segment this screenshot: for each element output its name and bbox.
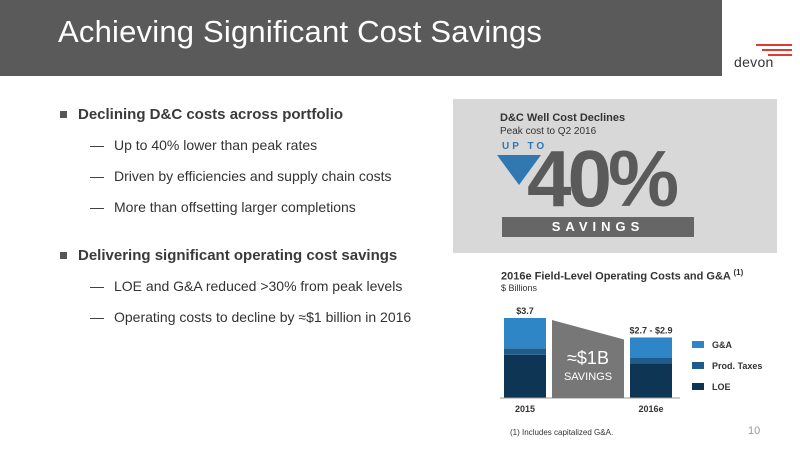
sub-bullet: — More than offsetting larger completion… (60, 199, 450, 215)
sub-bullet: — Operating costs to decline by ≈$1 bill… (60, 309, 450, 325)
dash-icon: — (90, 199, 104, 215)
operating-cost-chart: $3.7 2015 $2.7 - $2.9 2016e ≈$1B SAVINGS G&A Pr… (500, 306, 762, 414)
bullet-square-icon (60, 252, 67, 259)
bullet-text: Declining D&C costs across portfolio (78, 106, 344, 123)
savings-percent: 40% (527, 134, 679, 223)
savings-label: SAVINGS (502, 217, 694, 237)
sub-bullet-text: More than offsetting larger completions (114, 199, 356, 215)
legend-swatch (692, 362, 704, 369)
callout-title: D&C Well Cost Declines (500, 112, 626, 124)
title-bar: Achieving Significant Cost Savings (0, 0, 722, 76)
up-to-label: UP TO (502, 141, 548, 152)
callout-subtitle: Peak cost to Q2 2016 (500, 126, 597, 137)
slide-title: Achieving Significant Cost Savings (58, 14, 543, 49)
footnote-ref: (1) (733, 268, 744, 277)
down-triangle-icon (497, 155, 541, 185)
savings-wedge (552, 320, 624, 398)
legend-label: LOE (712, 382, 731, 392)
dash-icon: — (90, 309, 104, 325)
sub-bullet-text: Up to 40% lower than peak rates (114, 137, 318, 153)
savings-annotation-label: SAVINGS (564, 371, 612, 383)
bar-total-label: $2.7 - $2.9 (629, 325, 672, 335)
bullet-list: Declining D&C costs across portfolio — U… (60, 106, 450, 325)
bar-segment-g-a (630, 337, 672, 358)
logo-text: devon (734, 54, 774, 70)
bar-segment-prod-taxes (630, 358, 672, 364)
legend-label: Prod. Taxes (712, 361, 762, 371)
bullet-square-icon (60, 111, 67, 118)
sub-bullet: — Up to 40% lower than peak rates (60, 137, 450, 153)
devon-logo: devon (728, 44, 796, 70)
category-label: 2016e (638, 404, 663, 414)
bullet-main-1: Declining D&C costs across portfolio (60, 106, 450, 123)
page-number: 10 (748, 425, 761, 437)
footnote: (1) Includes capitalized G&A. (510, 428, 614, 437)
chart-title-text: 2016e Field-Level Operating Costs and G&… (501, 270, 731, 283)
bar-total-label: $3.7 (516, 306, 534, 316)
sub-bullet-text: LOE and G&A reduced >30% from peak level… (114, 278, 403, 294)
chart-subtitle: $ Billions (501, 283, 538, 293)
sub-bullet: — Driven by efficiencies and supply chai… (60, 168, 450, 184)
callout-panel: D&C Well Cost Declines Peak cost to Q2 2… (453, 99, 777, 253)
bar-segment-prod-taxes (504, 348, 546, 355)
sub-bullet-text: Operating costs to decline by ≈$1 billio… (114, 309, 412, 325)
bar-segment-loe (630, 363, 672, 398)
chart-title: 2016e Field-Level Operating Costs and G&… (501, 268, 743, 283)
legend-swatch (692, 383, 704, 390)
dash-icon: — (90, 137, 104, 153)
legend-swatch (692, 341, 704, 348)
bar-segment-loe (504, 354, 546, 398)
bar-segment-g-a (504, 318, 546, 349)
sub-bullet-text: Driven by efficiencies and supply chain … (114, 168, 392, 184)
bullet-main-2: Delivering significant operating cost sa… (60, 247, 450, 264)
sub-bullet: — LOE and G&A reduced >30% from peak lev… (60, 278, 450, 294)
logo-stripes-icon (756, 44, 792, 56)
category-label: 2015 (515, 404, 535, 414)
dash-icon: — (90, 168, 104, 184)
savings-amount: ≈$1B (567, 348, 609, 368)
dash-icon: — (90, 278, 104, 294)
legend-label: G&A (712, 340, 733, 350)
bullet-text: Delivering significant operating cost sa… (78, 247, 398, 264)
